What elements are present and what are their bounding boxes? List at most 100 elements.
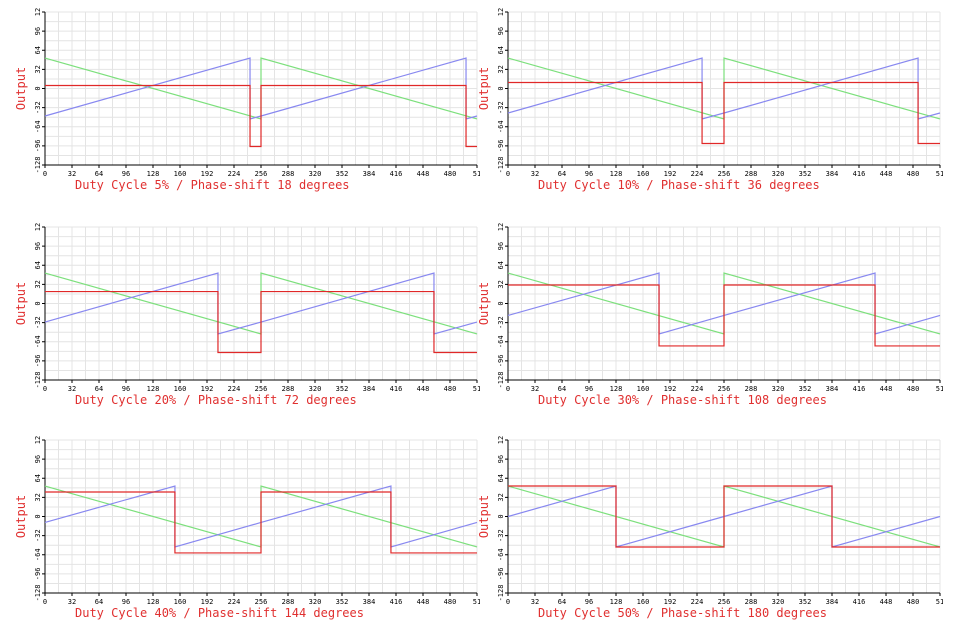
x-tick-label: 224 xyxy=(228,170,241,178)
y-tick-label: -128 xyxy=(34,585,42,602)
x-tick-label: 0 xyxy=(506,385,510,393)
x-tick-label: 128 xyxy=(610,598,623,606)
x-tick-label: 480 xyxy=(907,170,920,178)
y-tick-label: 32 xyxy=(497,280,505,288)
y-tick-label: 64 xyxy=(497,46,505,54)
x-tick-label: 192 xyxy=(664,170,677,178)
y-axis-label: Output xyxy=(14,67,28,110)
x-tick-label: 224 xyxy=(691,385,704,393)
y-tick-label: 96 xyxy=(497,27,505,35)
x-tick-label: 448 xyxy=(417,385,430,393)
y-tick-label: 32 xyxy=(34,65,42,73)
x-tick-label: 128 xyxy=(147,598,160,606)
x-tick-label: 352 xyxy=(336,598,349,606)
y-tick-label: -32 xyxy=(497,529,505,542)
x-tick-label: 288 xyxy=(282,170,295,178)
chart-panel: 0 32 64 96 128 160 192 224 256 288 320 352 384 416 448… xyxy=(0,215,480,429)
x-tick-label: 192 xyxy=(201,385,214,393)
x-tick-label: 160 xyxy=(637,385,650,393)
x-tick-label: 96 xyxy=(585,385,593,393)
y-tick-label: 12 xyxy=(34,223,42,231)
y-tick-label: 64 xyxy=(34,46,42,54)
x-tick-label: 256 xyxy=(718,170,731,178)
x-tick-label: 320 xyxy=(309,385,322,393)
x-tick-label: 384 xyxy=(826,385,839,393)
x-tick-label: 128 xyxy=(147,385,160,393)
y-tick-label: -96 xyxy=(497,355,505,368)
chart-title: Duty Cycle 20% / Phase-shift 72 degrees xyxy=(75,393,357,407)
chart-title: Duty Cycle 50% / Phase-shift 180 degrees xyxy=(538,606,827,620)
y-tick-label: 12 xyxy=(497,436,505,444)
x-tick-label: 96 xyxy=(122,598,130,606)
y-tick-label: 0 xyxy=(497,514,505,518)
x-tick-label: 448 xyxy=(880,598,893,606)
y-tick-label: 12 xyxy=(34,8,42,16)
x-tick-label: 256 xyxy=(255,170,268,178)
y-tick-label: 64 xyxy=(497,474,505,482)
x-tick-label: 0 xyxy=(43,170,47,178)
x-tick-label: 64 xyxy=(558,598,566,606)
chart-svg: 0 32 64 96 128 160 192 224 256 288 320 352 384 416 448… xyxy=(14,8,480,178)
x-tick-label: 448 xyxy=(880,385,893,393)
y-tick-label: -64 xyxy=(497,120,505,133)
y-tick-label: -96 xyxy=(34,355,42,368)
y-tick-label: 96 xyxy=(497,455,505,463)
chart-title: Duty Cycle 5% / Phase-shift 18 degrees xyxy=(75,178,350,192)
x-tick-label: 160 xyxy=(637,598,650,606)
y-tick-label: 96 xyxy=(34,242,42,250)
x-tick-label: 64 xyxy=(558,385,566,393)
x-tick-label: 288 xyxy=(745,385,758,393)
x-tick-label: 416 xyxy=(390,598,403,606)
series-line xyxy=(45,84,477,148)
x-tick-label: 64 xyxy=(95,385,103,393)
x-tick-label: 352 xyxy=(799,385,812,393)
x-tick-label: 0 xyxy=(43,385,47,393)
y-tick-label: -32 xyxy=(34,316,42,329)
x-tick-label: 256 xyxy=(718,385,731,393)
x-tick-label: 160 xyxy=(174,385,187,393)
x-tick-label: 256 xyxy=(255,385,268,393)
series-line xyxy=(508,284,940,347)
y-tick-label: -96 xyxy=(497,140,505,153)
x-tick-label: 416 xyxy=(390,170,403,178)
x-tick-label: 480 xyxy=(444,598,457,606)
x-tick-label: 128 xyxy=(610,385,623,393)
x-tick-label: 384 xyxy=(363,170,376,178)
y-tick-label: 32 xyxy=(497,493,505,501)
x-tick-label: 224 xyxy=(228,598,241,606)
chart-title: Duty Cycle 40% / Phase-shift 144 degrees xyxy=(75,606,364,620)
x-tick-label: 160 xyxy=(174,598,187,606)
x-tick-label: 320 xyxy=(772,598,785,606)
y-tick-label: 32 xyxy=(497,65,505,73)
y-tick-label: -32 xyxy=(497,101,505,114)
x-tick-label: 128 xyxy=(610,170,623,178)
series-line xyxy=(45,290,477,354)
chart-svg: 0 32 64 96 128 160 192 224 256 288 320 352 384 416 448… xyxy=(477,223,943,393)
x-tick-label: 480 xyxy=(444,170,457,178)
y-tick-label: -64 xyxy=(497,335,505,348)
y-tick-label: -128 xyxy=(34,157,42,174)
x-tick-label: 32 xyxy=(68,598,76,606)
x-tick-label: 32 xyxy=(531,170,539,178)
x-tick-label: 192 xyxy=(664,385,677,393)
y-tick-label: 32 xyxy=(34,493,42,501)
x-tick-label: 32 xyxy=(531,598,539,606)
chart-panel: 0 32 64 96 128 160 192 224 256 288 320 352 384 416 448… xyxy=(463,428,943,642)
x-tick-label: 192 xyxy=(664,598,677,606)
x-tick-label: 51 xyxy=(936,170,943,178)
x-tick-label: 288 xyxy=(282,385,295,393)
x-tick-label: 96 xyxy=(585,170,593,178)
y-tick-label: -96 xyxy=(497,568,505,581)
chart-svg: 0 32 64 96 128 160 192 224 256 288 320 352 384 416 448… xyxy=(14,436,480,606)
y-tick-label: 0 xyxy=(34,514,42,518)
y-tick-label: -128 xyxy=(497,372,505,389)
x-tick-label: 224 xyxy=(691,170,704,178)
x-tick-label: 320 xyxy=(309,598,322,606)
x-tick-label: 51 xyxy=(936,385,943,393)
x-tick-label: 320 xyxy=(309,170,322,178)
x-tick-label: 352 xyxy=(336,170,349,178)
chart-panel: 0 32 64 96 128 160 192 224 256 288 320 352 384 416 448… xyxy=(463,0,943,214)
x-tick-label: 288 xyxy=(282,598,295,606)
chart-title: Duty Cycle 10% / Phase-shift 36 degrees xyxy=(538,178,820,192)
y-tick-label: 12 xyxy=(34,436,42,444)
